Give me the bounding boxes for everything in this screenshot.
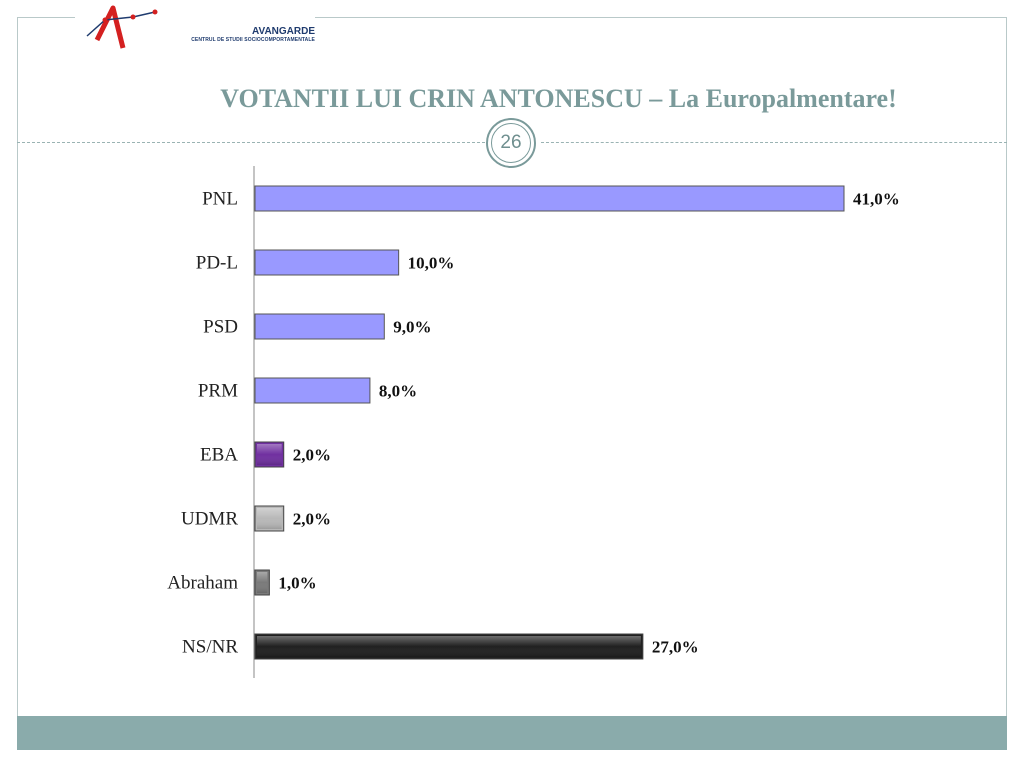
bar-bevel xyxy=(257,508,282,529)
page-number-badge: 26 xyxy=(486,118,536,168)
logo-name: AVANGARDE xyxy=(252,26,315,37)
slide-title: VOTANTII LUI CRIN ANTONESCU – La Europal… xyxy=(220,84,897,113)
footer-band xyxy=(17,716,1007,750)
bar-bevel xyxy=(257,636,641,657)
category-label: PNL xyxy=(202,189,238,210)
category-label: EBA xyxy=(200,445,238,466)
logo-text: AVANGARDE CENTRUL DE STUDII SOCIOCOMPORT… xyxy=(150,26,315,44)
bar-pd-l xyxy=(254,249,400,276)
logo-mark-icon xyxy=(86,5,158,49)
value-label: 9,0% xyxy=(393,318,431,337)
category-label: UDMR xyxy=(181,509,238,530)
value-label: 1,0% xyxy=(278,574,316,593)
category-label: NS/NR xyxy=(182,637,238,658)
bar-pnl xyxy=(254,185,845,212)
avangarde-logo xyxy=(75,0,315,52)
bar-bevel xyxy=(257,444,282,465)
category-label: PRM xyxy=(198,381,238,402)
value-label: 2,0% xyxy=(293,510,331,529)
bar-psd xyxy=(254,313,385,340)
title-divider-left xyxy=(17,142,485,143)
category-label: PD-L xyxy=(196,253,238,274)
bar-bevel xyxy=(257,572,268,593)
title-divider-right xyxy=(541,142,1007,143)
value-label: 8,0% xyxy=(379,382,417,401)
value-label: 2,0% xyxy=(293,446,331,465)
value-label: 27,0% xyxy=(652,638,699,657)
page-number: 26 xyxy=(491,123,531,163)
value-label: 41,0% xyxy=(853,190,900,209)
value-label: 10,0% xyxy=(408,254,455,273)
logo-subtitle: CENTRUL DE STUDII SOCIOCOMPORTAMENTALE xyxy=(191,37,315,43)
category-label: Abraham xyxy=(167,573,238,594)
bar-prm xyxy=(254,377,371,404)
category-label: PSD xyxy=(203,317,238,338)
